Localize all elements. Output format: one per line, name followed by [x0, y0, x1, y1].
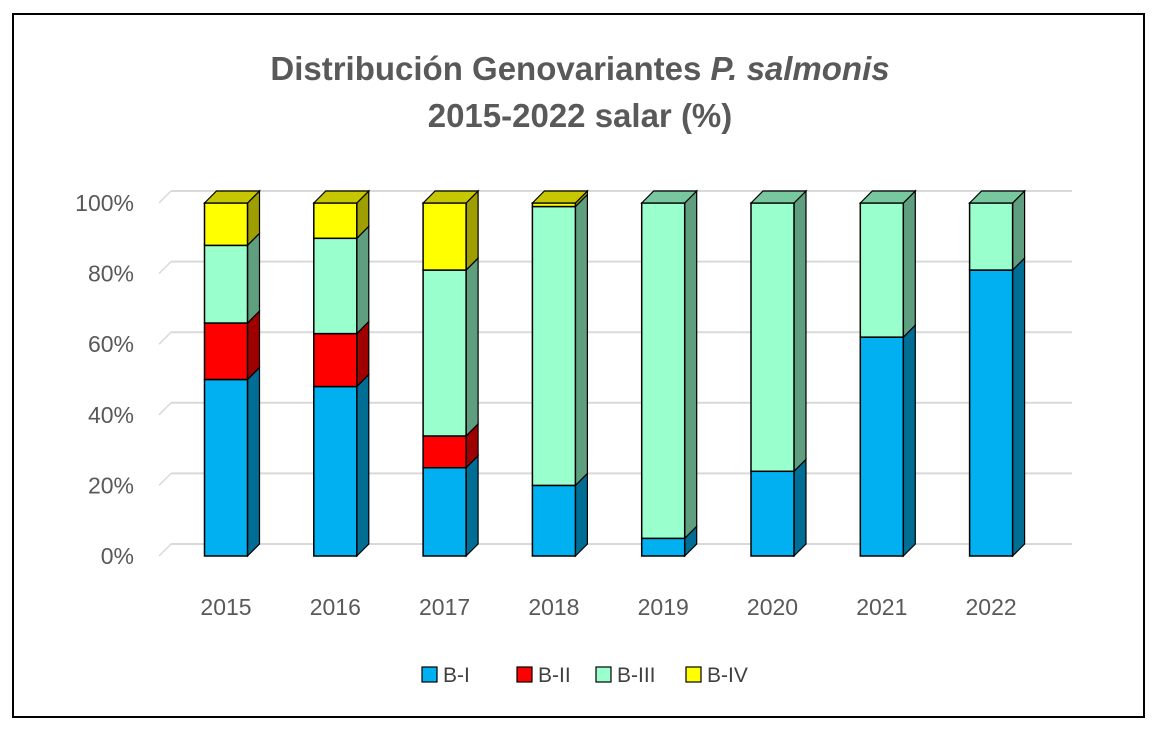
bar-side-B-I [356, 373, 370, 558]
bar-top-B-IV [530, 190, 589, 204]
bar-side-B-III [793, 189, 807, 473]
bar-segment-B-I [640, 537, 686, 557]
bar-side-B-I [1011, 256, 1026, 558]
bar-side-B-I [793, 457, 807, 558]
bar-segment-B-I [422, 467, 467, 557]
bar-group-2019 [640, 189, 699, 558]
y-tick-label: 100% [75, 190, 134, 216]
bar-segment-B-III [750, 202, 795, 473]
bar-segment-B-III [859, 202, 905, 338]
bar-segment-B-III [968, 202, 1014, 271]
y-tick-label: 80% [88, 261, 134, 287]
bar-group-2017 [421, 189, 480, 558]
x-tick-label: 2018 [528, 594, 579, 620]
bar-side-B-III [1011, 189, 1026, 272]
legend-label-B-II: B-II [538, 664, 571, 687]
bar-group-2018 [530, 189, 589, 558]
gridline-diag [158, 331, 172, 345]
bar-segment-B-IV [313, 202, 358, 240]
bar-segment-B-I [203, 378, 249, 557]
x-tick-label: 2022 [966, 594, 1017, 620]
gridline-diag [158, 472, 172, 486]
bar-side-B-III [684, 189, 698, 540]
bar-segment-B-I [313, 385, 358, 557]
x-tick-label: 2016 [310, 594, 361, 620]
bar-top-B-III [858, 190, 917, 204]
bar-segment-B-III [640, 202, 686, 540]
bar-top-B-III [640, 190, 699, 204]
bar-group-2022 [968, 189, 1027, 558]
gridline-diag [158, 261, 172, 275]
x-tick-label: 2015 [200, 594, 251, 620]
y-tick-label: 0% [101, 543, 134, 569]
x-axis: 2015 2016 2017 2018 2019 2020 2021 2022 [200, 594, 1016, 620]
bar-segment-B-II [422, 435, 467, 469]
legend-label-B-IV: B-IV [707, 664, 748, 687]
chart-title-line2: 2015-2022 salar (%) [428, 97, 733, 134]
bar-segment-B-II [313, 332, 358, 388]
y-tick-label: 60% [88, 331, 134, 357]
bar-side-B-IV [465, 189, 479, 272]
y-axis: 0% 20% 40% 60% 80% 100% [75, 190, 134, 569]
bar-segment-B-II [203, 322, 249, 381]
chart-title-line1: Distribución Genovariantes P. salmonis [270, 50, 889, 87]
bar-side-B-I [465, 454, 479, 558]
bar-side-B-I [246, 366, 261, 558]
bar-group-2016 [312, 189, 371, 558]
bar-segment-B-I [531, 484, 577, 557]
chart-title-text: Distribución Genovariantes [270, 50, 701, 87]
bar-top-B-IV [203, 190, 261, 204]
x-tick-label: 2020 [747, 594, 798, 620]
legend-swatch-B-II [516, 666, 533, 683]
bar-segment-B-IV [203, 202, 249, 247]
legend-swatch-B-IV [685, 666, 702, 683]
gridlines [158, 190, 1072, 557]
bar-side-B-III [356, 224, 370, 336]
bar-segment-B-I [750, 470, 795, 557]
y-tick-label: 20% [88, 472, 134, 498]
gridline-diag [158, 543, 172, 557]
bar-segment-B-III [203, 244, 249, 324]
chart-svg: Distribución Genovariantes P. salmonis 2… [75, 50, 1072, 687]
bar-top-B-IV [421, 190, 480, 204]
bar-segment-B-IV [422, 202, 467, 271]
legend-swatch-B-I [421, 666, 438, 683]
legend-swatch-B-III [595, 666, 612, 683]
x-tick-label: 2021 [856, 594, 907, 620]
gridline-diag [158, 402, 172, 416]
bar-top-B-III [968, 190, 1027, 204]
bars [203, 189, 1027, 558]
gridline-diag [158, 190, 172, 204]
chart-frame: Distribución Genovariantes P. salmonis 2… [12, 13, 1145, 718]
chart-title-italic: P. salmonis [710, 50, 889, 87]
bar-group-2015 [203, 189, 261, 558]
bar-side-B-III [574, 193, 589, 487]
bar-top-B-III [749, 190, 808, 204]
bar-side-B-I [902, 323, 916, 558]
bar-segment-B-I [968, 269, 1014, 557]
bar-segment-B-III [313, 237, 358, 335]
y-tick-label: 40% [88, 402, 134, 428]
bar-side-B-III [902, 189, 916, 339]
bar-segment-B-III [531, 205, 577, 487]
legend-label-B-I: B-I [443, 664, 470, 687]
bar-segment-B-III [422, 269, 467, 437]
bar-group-2021 [858, 189, 917, 558]
bar-side-B-III [246, 231, 261, 325]
bar-segment-B-I [859, 336, 905, 557]
bar-side-B-III [465, 256, 479, 438]
legend: B-I B-II B-III B-IV [421, 664, 748, 687]
bar-top-B-IV [312, 190, 371, 204]
bar-group-2020 [749, 189, 808, 558]
x-tick-label: 2017 [419, 594, 470, 620]
legend-label-B-III: B-III [617, 664, 656, 687]
x-tick-label: 2019 [638, 594, 689, 620]
bar-side-B-I [574, 471, 589, 558]
